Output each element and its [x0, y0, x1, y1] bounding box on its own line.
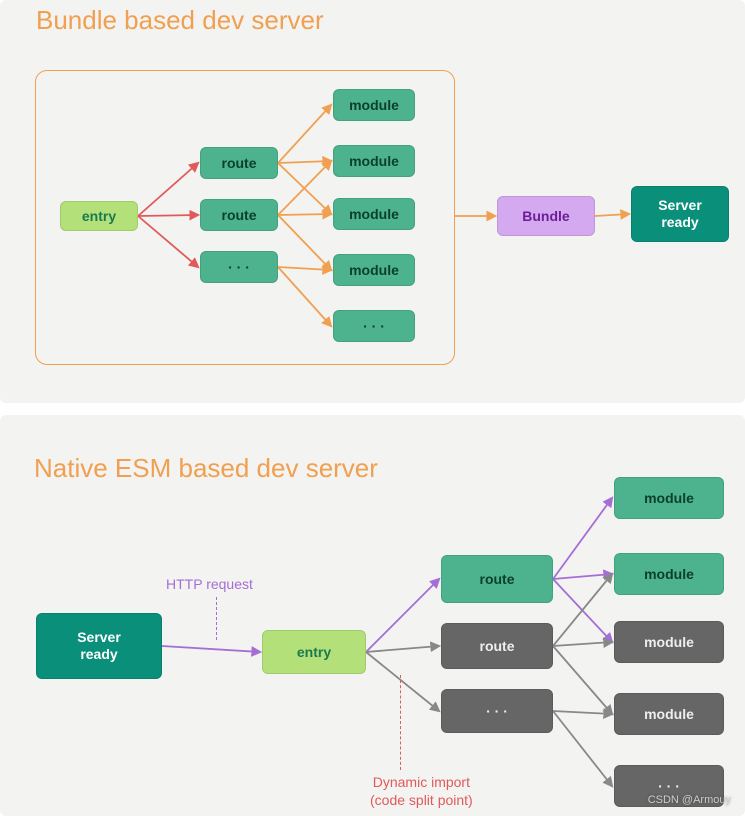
watermark: CSDN @Armouy: [648, 794, 731, 806]
node-mod4: module: [333, 254, 415, 286]
dash-line: [216, 597, 217, 640]
node-server2: Serverready: [36, 613, 162, 679]
annotation-label: Dynamic import(code split point): [370, 773, 473, 809]
node-dotsA: · · ·: [441, 689, 553, 733]
dash-line: [400, 675, 401, 770]
node-mod3: module: [333, 198, 415, 230]
node-modC: module: [614, 621, 724, 663]
node-modD: module: [614, 693, 724, 735]
node-modB: module: [614, 553, 724, 595]
node-bundle: Bundle: [497, 196, 595, 236]
native-esm-dev-server-panel: Native ESM based dev server Serverready e…: [0, 415, 745, 816]
node-routeA: route: [441, 555, 553, 603]
panel2-title: Native ESM based dev server: [34, 453, 378, 484]
node-route1: route: [200, 147, 278, 179]
panel1-title: Bundle based dev server: [36, 5, 324, 36]
node-modA: module: [614, 477, 724, 519]
bundle-dev-server-panel: Bundle based dev server entry route route ·…: [0, 0, 745, 403]
node-server: Serverready: [631, 186, 729, 242]
node-routeB: route: [441, 623, 553, 669]
node-entry2: entry: [262, 630, 366, 674]
node-route2: route: [200, 199, 278, 231]
node-mod1: module: [333, 89, 415, 121]
node-mod2: module: [333, 145, 415, 177]
annotation-label: HTTP request: [166, 575, 253, 593]
node-entry: entry: [60, 201, 138, 231]
node-dots1: · · ·: [200, 251, 278, 283]
node-dots2: · · ·: [333, 310, 415, 342]
